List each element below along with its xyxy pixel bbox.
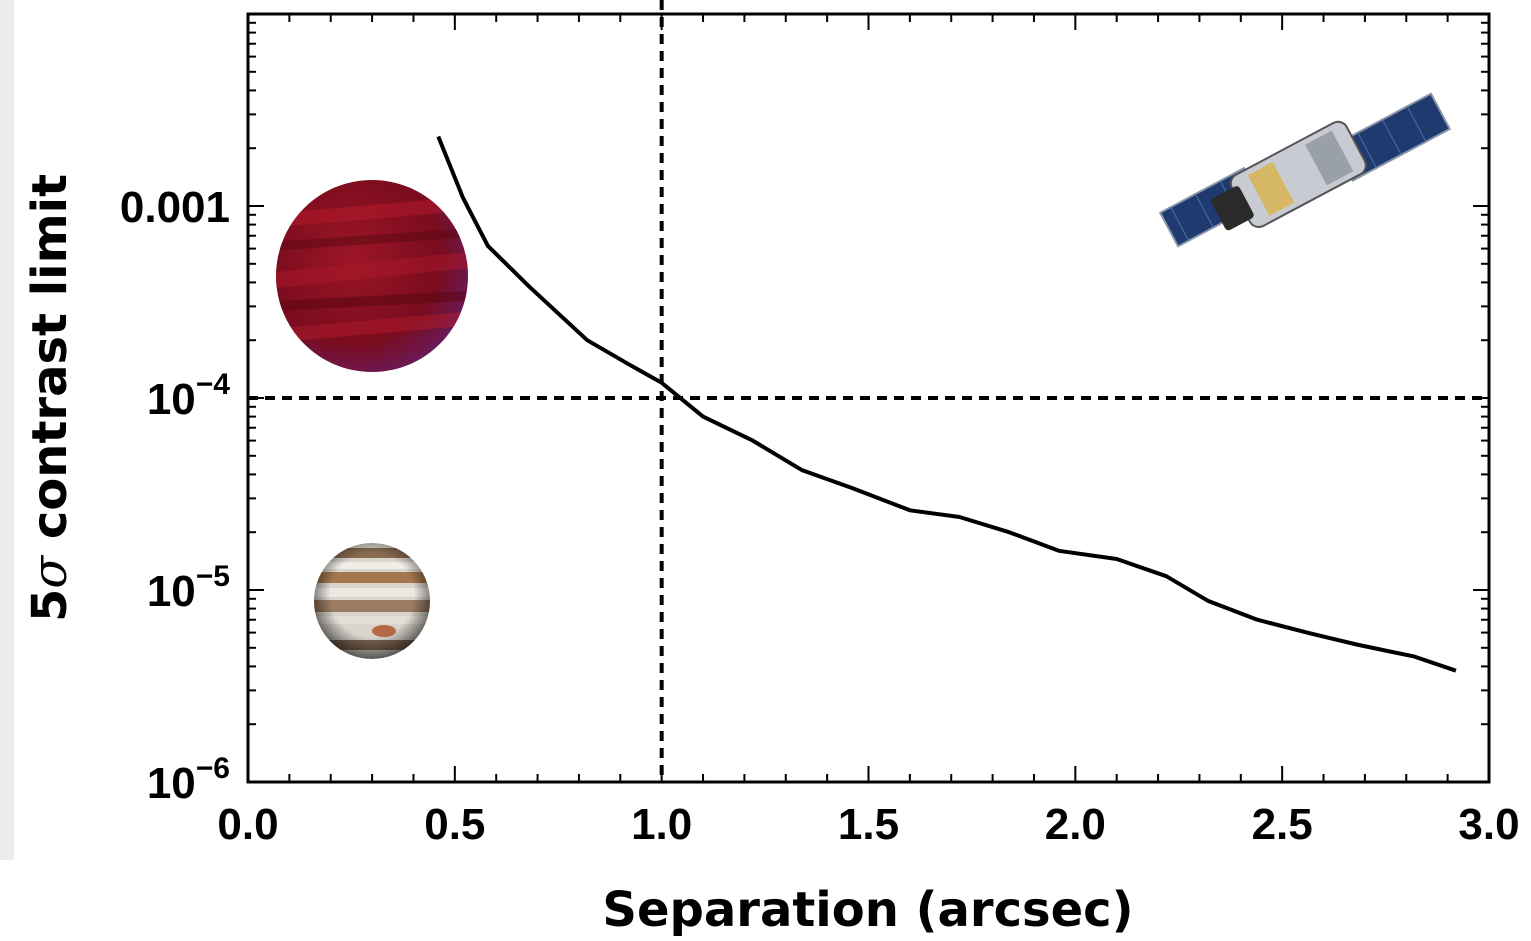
y-tick-label-base: 10 bbox=[147, 759, 196, 808]
y-axis-title: 5σ contrast limit bbox=[22, 174, 78, 622]
brown-dwarf-planet-image bbox=[276, 180, 468, 372]
y-tick-label-base: 10 bbox=[147, 567, 196, 616]
y-tick-label-exponent: −6 bbox=[196, 752, 230, 785]
x-tick-label: 2.0 bbox=[1045, 800, 1106, 849]
series-group bbox=[436, 135, 1457, 673]
x-tick-labels: 0.0 0.5 1.0 1.5 2.0 2.5 3.0 bbox=[217, 800, 1519, 849]
y-tick-label-exponent: −4 bbox=[196, 368, 231, 401]
x-tick-label: 1.0 bbox=[631, 800, 692, 849]
y-tick-label-exponent: −5 bbox=[196, 560, 230, 593]
y-tick-label: 10−4 bbox=[147, 368, 230, 424]
y-tick-labels: 10−610−510−40.001 bbox=[120, 183, 230, 808]
reference-lines bbox=[248, 0, 1489, 782]
x-tick-label: 1.5 bbox=[838, 800, 899, 849]
contrast-curve-line bbox=[436, 135, 1457, 673]
sigma-symbol: σ bbox=[22, 555, 78, 589]
background-band bbox=[0, 0, 14, 860]
hubble-telescope-image bbox=[1158, 92, 1452, 248]
x-tick-label: 0.0 bbox=[217, 800, 278, 849]
x-axis-title: Separation (arcsec) bbox=[602, 882, 1133, 938]
x-tick-label: 0.5 bbox=[424, 800, 485, 849]
y-tick-label: 0.001 bbox=[120, 183, 230, 232]
axis-ticks bbox=[247, 14, 1490, 783]
x-tick-label: 3.0 bbox=[1458, 800, 1519, 849]
y-tick-label: 10−5 bbox=[147, 560, 230, 616]
y-tick-label-base: 10 bbox=[147, 375, 196, 424]
jupiter-planet-image bbox=[314, 543, 430, 659]
y-axis-title-suffix: contrast limit bbox=[22, 174, 78, 556]
y-tick-label: 10−6 bbox=[147, 752, 230, 808]
y-axis-title-prefix: 5 bbox=[22, 589, 78, 622]
x-tick-label: 2.5 bbox=[1252, 800, 1313, 849]
